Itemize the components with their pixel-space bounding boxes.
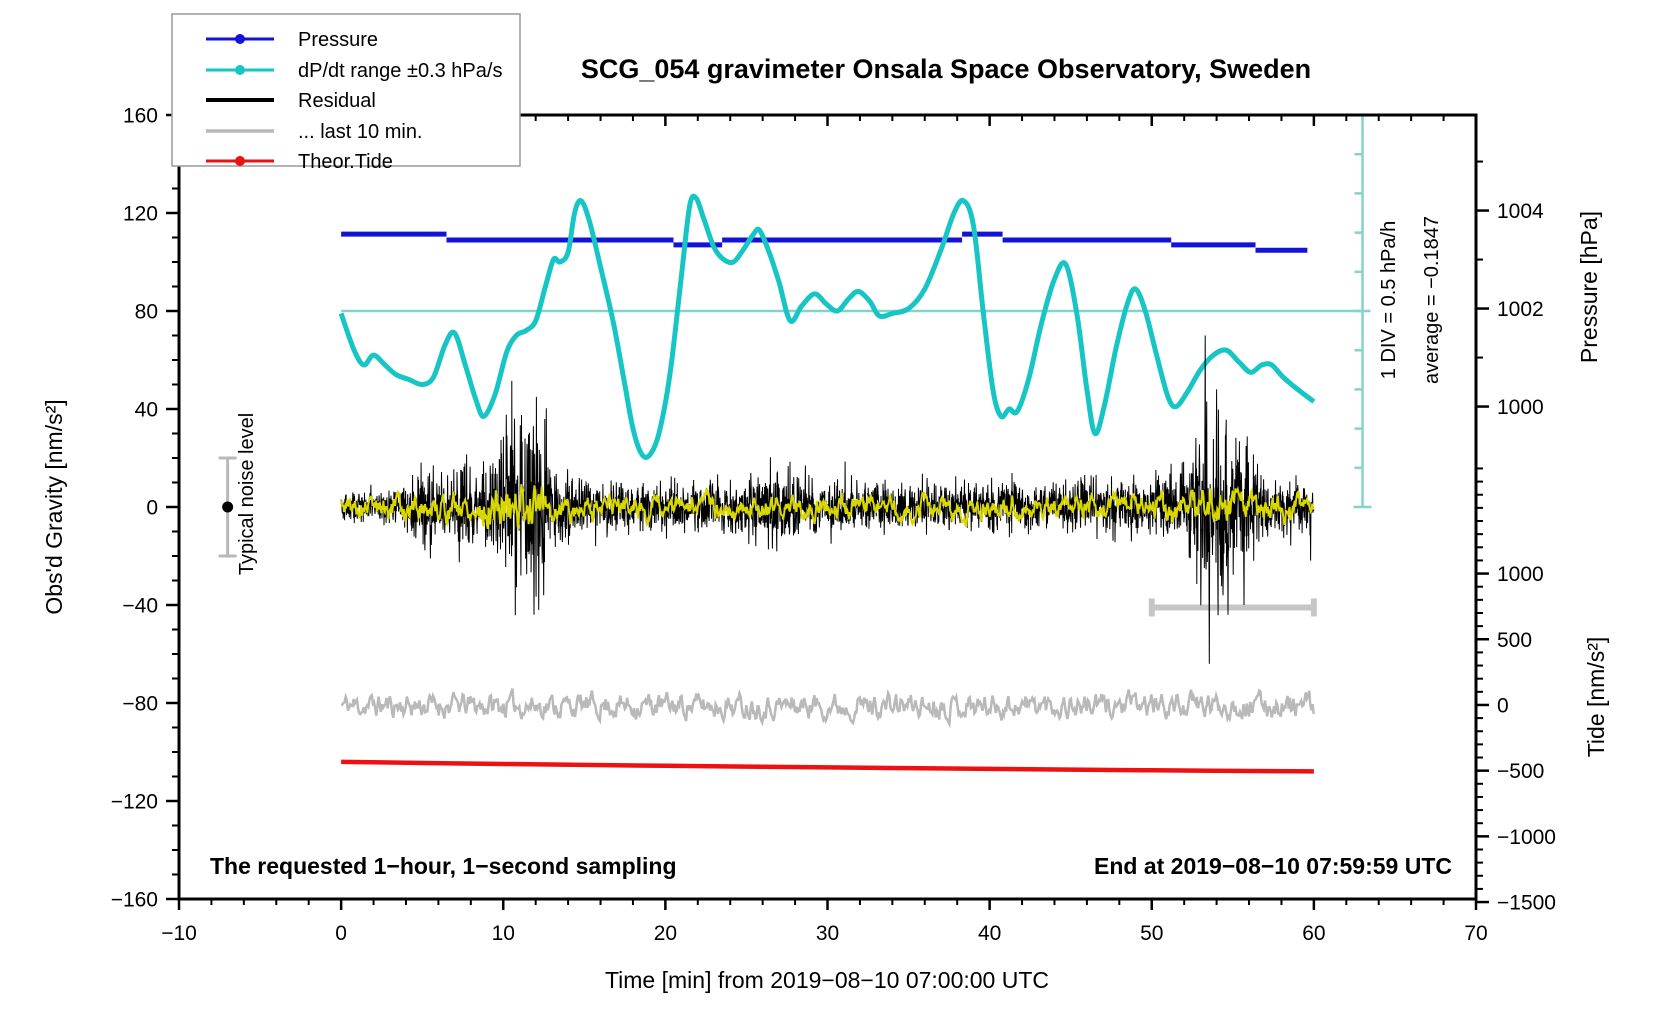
x-tick-label: 40 [978,922,1001,945]
gravity-tick-label: 160 [123,105,158,128]
legend-label-last10: ... last 10 min. [298,121,423,143]
pressure-tick-label: 1002 [1497,298,1544,321]
tide-axis-label: Tide [nm/s²] [1583,637,1609,758]
legend-marker-tide [235,156,245,166]
tide-tick-label: 0 [1497,694,1509,717]
div-scale-label: 1 DIV = 0.5 hPa/h [1378,221,1400,379]
tide-tick-label: −500 [1497,760,1544,783]
pressure-axis-label: Pressure [hPa] [1576,211,1602,363]
tide-tick-label: 500 [1497,629,1532,652]
theoretical-tide-curve [341,759,1314,774]
axes-layer [166,113,1489,910]
sampling-note: The requested 1−hour, 1−second sampling [210,853,677,879]
x-tick-label: 30 [816,922,839,945]
legend-label-residual: Residual [298,90,376,112]
gravity-tick-label: −120 [111,791,158,814]
residual-smooth-trace [340,484,1315,530]
end-time-note: End at 2019−08−10 07:59:59 UTC [1094,853,1452,879]
gravity-tick-label: 40 [135,399,158,422]
gravity-axis-label: Obs'd Gravity [nm/s²] [41,399,67,614]
legend-label-theor-tide: Theor.Tide [298,151,393,173]
legend-marker-pressure [235,34,245,44]
legend-label-pressure: Pressure [298,29,378,51]
gravity-tick-label: 80 [135,301,158,324]
x-tick-label: −10 [161,922,197,945]
x-tick-label: 10 [492,922,515,945]
tide-tick-label: 1000 [1497,563,1544,586]
legend-box: Pressure dP/dt range ±0.3 hPa/s Residual… [171,13,521,173]
tide-tick-label: −1500 [1497,892,1556,915]
x-tick-label: 60 [1302,922,1325,945]
gravity-tick-label: −80 [122,693,158,716]
typical-noise-level-label: Typical noise level [236,413,258,575]
gravity-tick-label: −160 [111,889,158,912]
x-tick-label: 20 [654,922,677,945]
time-axis-label: Time [min] from 2019−08−10 07:00:00 UTC [605,967,1049,993]
tick-labels-layer: −10 0 10 20 30 40 50 60 70 160 120 80 40 0 −40 −80 −120 −… [111,105,1556,946]
gravity-tick-label: 0 [146,497,158,520]
residual-trace [340,335,1315,664]
legend-label-dpdt: dP/dt range ±0.3 hPa/s [298,60,502,82]
plot-title: SCG_054 gravimeter Onsala Space Observat… [581,54,1311,84]
tide-tick-label: −1000 [1497,826,1556,849]
pressure-tick-label: 1004 [1497,200,1544,223]
legend-marker-dpdt [235,65,245,75]
gravity-tick-label: −40 [122,595,158,618]
x-tick-label: 50 [1140,922,1163,945]
dpdt-curve [338,193,1316,460]
x-tick-label: 0 [335,922,347,945]
gravity-tick-label: 120 [123,203,158,226]
noise-level-center-dot [222,501,234,513]
last10min-trace [340,688,1315,729]
average-value-label: average = −0.1847 [1421,216,1443,384]
x-tick-label: 70 [1464,922,1487,945]
pressure-tick-label: 1000 [1497,396,1544,419]
data-curves-layer [218,113,1372,774]
